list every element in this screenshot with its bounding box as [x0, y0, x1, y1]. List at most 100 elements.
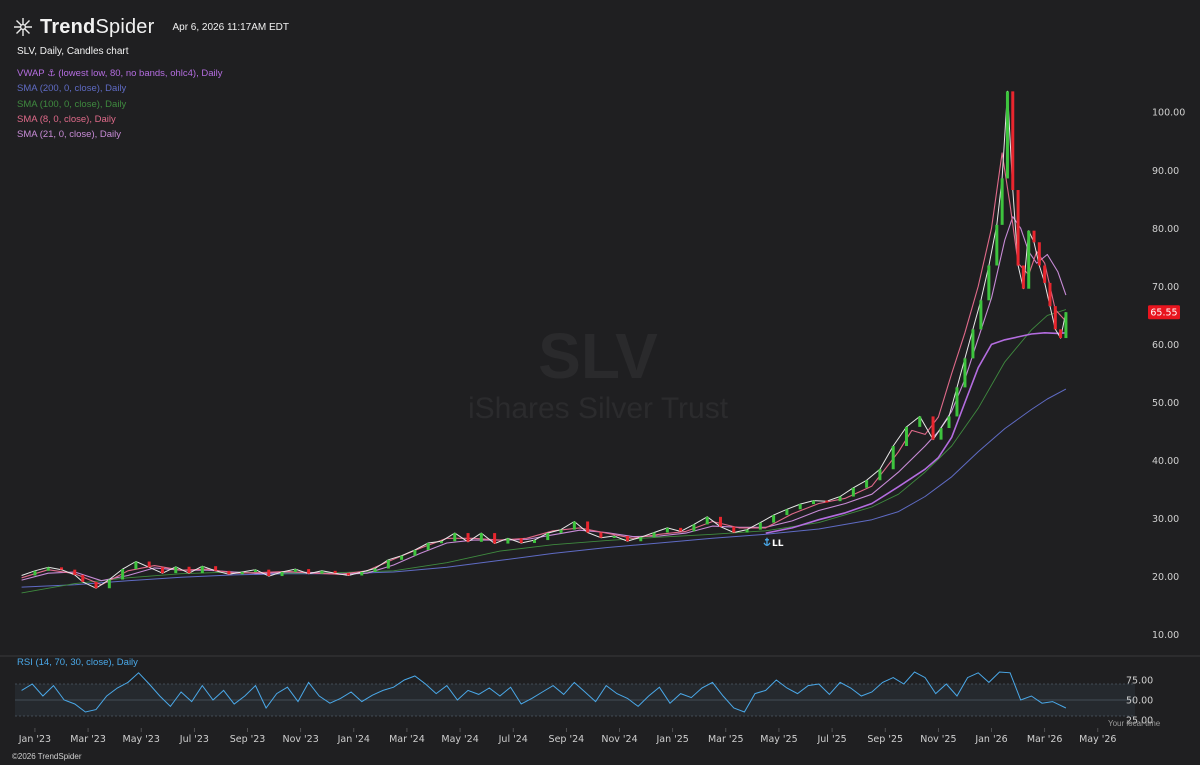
candle[interactable]: [134, 561, 138, 570]
vwap-anchor-marker[interactable]: LL: [763, 537, 784, 549]
candle[interactable]: [453, 533, 457, 542]
candle[interactable]: [493, 533, 497, 544]
candle[interactable]: [918, 416, 922, 427]
candle[interactable]: [307, 569, 311, 574]
candle[interactable]: [240, 571, 244, 575]
candle[interactable]: [479, 533, 483, 542]
candle[interactable]: [679, 527, 683, 532]
candle[interactable]: [33, 570, 37, 576]
candle[interactable]: [1011, 91, 1015, 191]
candle[interactable]: [506, 538, 510, 544]
rsi-line[interactable]: [21, 671, 1067, 713]
candle[interactable]: [413, 549, 417, 556]
candle[interactable]: [971, 329, 975, 359]
candle[interactable]: [1064, 312, 1068, 339]
legend-sma-100[interactable]: SMA (100, 0, close), Daily: [17, 98, 127, 110]
candle[interactable]: [200, 566, 204, 574]
rsi-plot[interactable]: [21, 671, 1067, 713]
trendspider-logo[interactable]: TrendSpider: [12, 16, 154, 39]
candle[interactable]: [400, 555, 404, 560]
candle[interactable]: [333, 570, 337, 574]
candle[interactable]: [546, 533, 550, 541]
candle[interactable]: [187, 566, 191, 574]
candle[interactable]: [386, 559, 390, 569]
candle[interactable]: [227, 570, 231, 575]
candle[interactable]: [838, 496, 842, 502]
candle[interactable]: [652, 532, 656, 538]
candle[interactable]: [426, 542, 430, 550]
legend-sma-21[interactable]: SMA (21, 0, close), Daily: [17, 129, 122, 141]
candle[interactable]: [705, 516, 709, 525]
candle[interactable]: [947, 416, 951, 429]
candle[interactable]: [572, 521, 576, 530]
candle[interactable]: [346, 573, 350, 576]
legend-vwap[interactable]: VWAP ⚓ (lowest low, 80, no bands, ohlc4)…: [17, 68, 223, 79]
candle[interactable]: [878, 469, 882, 481]
candle[interactable]: [1032, 230, 1036, 243]
candle[interactable]: [987, 265, 991, 301]
sma-200-line[interactable]: [21, 388, 1067, 588]
candle[interactable]: [81, 574, 85, 582]
candle[interactable]: [1053, 306, 1057, 330]
candle[interactable]: [73, 569, 77, 575]
candle[interactable]: [599, 532, 603, 538]
legend-sma-200[interactable]: SMA (200, 0, close), Daily: [17, 83, 127, 95]
candle[interactable]: [745, 529, 749, 533]
candle[interactable]: [758, 522, 762, 530]
candle[interactable]: [1043, 265, 1047, 283]
candle[interactable]: [360, 571, 364, 576]
candle[interactable]: [107, 579, 111, 589]
legend-sma-8[interactable]: SMA (8, 0, close), Daily: [17, 113, 116, 125]
candle[interactable]: [1027, 230, 1031, 289]
candle[interactable]: [466, 533, 470, 542]
candle[interactable]: [293, 569, 297, 572]
candle[interactable]: [825, 500, 829, 503]
candle[interactable]: [732, 526, 736, 533]
price-plot[interactable]: [21, 90, 1068, 594]
candle[interactable]: [865, 480, 869, 488]
candle[interactable]: [811, 500, 815, 505]
candle[interactable]: [904, 426, 908, 447]
candle[interactable]: [280, 571, 284, 577]
candle[interactable]: [147, 561, 151, 568]
candle[interactable]: [612, 536, 616, 538]
candle[interactable]: [214, 566, 218, 571]
candle[interactable]: [320, 570, 324, 574]
candle[interactable]: [798, 504, 802, 510]
candle[interactable]: [692, 524, 696, 532]
candle[interactable]: [851, 487, 855, 497]
candle[interactable]: [1037, 242, 1041, 266]
candle[interactable]: [60, 567, 64, 570]
candle[interactable]: [939, 428, 943, 440]
candle[interactable]: [121, 569, 125, 580]
candle[interactable]: [174, 566, 178, 574]
candle[interactable]: [1000, 178, 1004, 225]
candle[interactable]: [963, 358, 967, 388]
candle[interactable]: [532, 540, 536, 543]
candle[interactable]: [1048, 282, 1052, 307]
candle[interactable]: [373, 568, 377, 572]
candle[interactable]: [160, 567, 164, 574]
rsi-legend[interactable]: RSI (14, 70, 30, close), Daily: [17, 657, 138, 668]
candle[interactable]: [1016, 190, 1020, 266]
candle[interactable]: [625, 536, 629, 542]
vwap-line[interactable]: [765, 331, 1066, 534]
candle[interactable]: [439, 541, 443, 544]
candle[interactable]: [559, 529, 563, 534]
candle[interactable]: [94, 581, 98, 589]
candle[interactable]: [253, 569, 257, 572]
candle[interactable]: [931, 416, 935, 440]
candle[interactable]: [718, 516, 722, 527]
candle[interactable]: [772, 515, 776, 523]
candle[interactable]: [995, 224, 999, 266]
candle[interactable]: [1059, 329, 1063, 339]
candle[interactable]: [1021, 265, 1025, 289]
candle[interactable]: [979, 300, 983, 330]
candle[interactable]: [586, 521, 590, 533]
candle[interactable]: [639, 537, 643, 542]
candle[interactable]: [955, 387, 959, 417]
candle[interactable]: [519, 538, 523, 543]
candle[interactable]: [891, 446, 895, 470]
candle[interactable]: [46, 567, 50, 571]
candle[interactable]: [267, 569, 271, 577]
